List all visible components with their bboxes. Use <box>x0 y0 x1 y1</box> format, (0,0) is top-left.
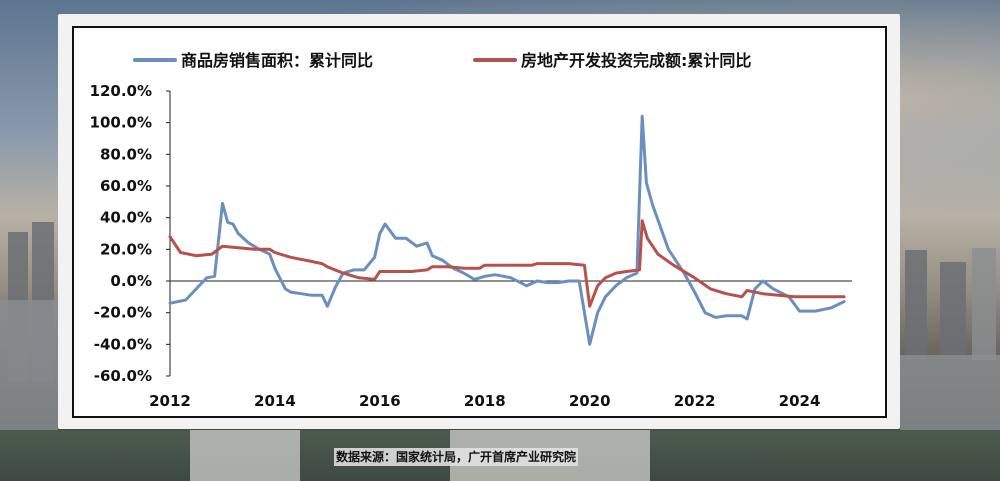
legend: 商品房销售面积：累计同比 房地产开发投资完成额:累计同比 <box>133 51 751 70</box>
y-tick-label: 80.0% <box>100 145 152 163</box>
building-right-2 <box>940 262 966 360</box>
y-tick-label: 120.0% <box>90 82 152 100</box>
y-tick-label: 100.0% <box>90 114 152 132</box>
series-line-1 <box>168 114 846 346</box>
chart-frame <box>72 26 887 418</box>
legend-label-2: 房地产开发投资完成额:累计同比 <box>521 51 751 70</box>
y-tick-label: 40.0% <box>100 209 152 227</box>
y-tick-label: 0.0% <box>110 272 152 290</box>
x-tick-label: 2016 <box>359 392 401 410</box>
x-tick-label: 2024 <box>779 392 821 410</box>
y-tick-label: -40.0% <box>94 335 152 353</box>
series-layer <box>168 114 846 346</box>
y-tick-label: 60.0% <box>100 177 152 195</box>
legend-label-1: 商品房销售面积：累计同比 <box>181 51 373 70</box>
x-tick-label: 2018 <box>464 392 506 410</box>
building-right-4 <box>900 355 1000 430</box>
x-tick-label: 2012 <box>149 392 191 410</box>
y-tick-label: -60.0% <box>94 367 152 385</box>
building-bottom-1 <box>190 430 300 481</box>
y-tick-label: -20.0% <box>94 304 152 322</box>
series-line-2 <box>168 219 846 308</box>
axis-layer: 120.0% 100.0% 80.0% 60.0% 40.0% 20.0% 0.0% -20.… <box>90 82 852 410</box>
x-tick-label: 2020 <box>569 392 611 410</box>
source-note: 数据来源：国家统计局，广开首席产业研究院 <box>334 448 579 466</box>
y-tick-label: 20.0% <box>100 240 152 258</box>
building-left-3 <box>0 300 58 430</box>
building-right-3 <box>972 248 996 360</box>
x-tick-label: 2014 <box>254 392 296 410</box>
x-tick-label: 2022 <box>674 392 716 410</box>
building-right-1 <box>905 250 927 360</box>
